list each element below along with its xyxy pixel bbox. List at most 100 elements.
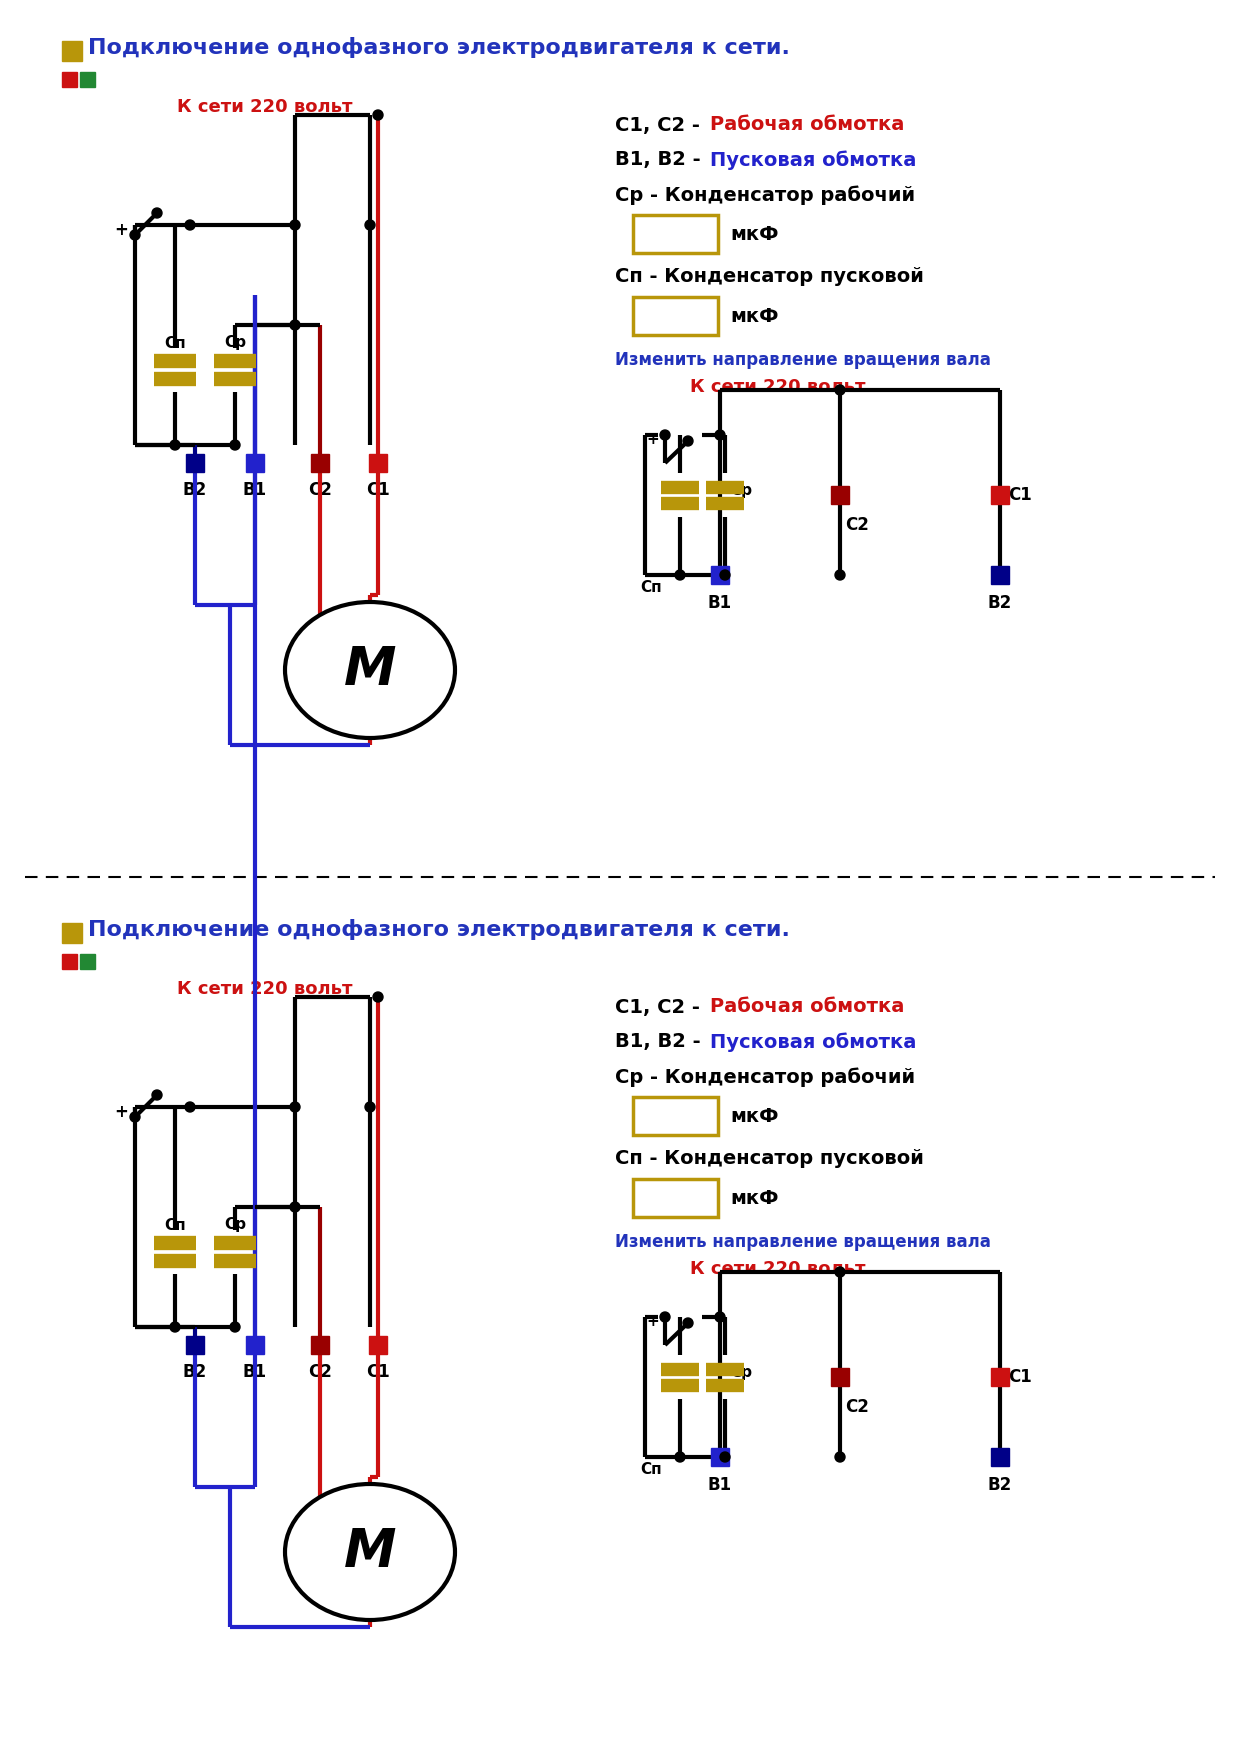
Circle shape — [153, 209, 162, 217]
Text: Сп: Сп — [640, 579, 662, 595]
Bar — [62, 923, 82, 944]
Text: Сп - Конденсатор пусковой: Сп - Конденсатор пусковой — [615, 268, 924, 286]
Text: К сети 220 вольт: К сети 220 вольт — [689, 1259, 866, 1279]
Text: B1: B1 — [243, 481, 267, 498]
Bar — [632, 216, 718, 253]
Ellipse shape — [285, 1484, 455, 1621]
Text: B2: B2 — [182, 481, 207, 498]
Text: К сети 220 вольт: К сети 220 вольт — [689, 379, 866, 396]
Bar — [711, 567, 729, 584]
Bar — [62, 954, 77, 968]
Bar — [632, 1179, 718, 1217]
Text: C1: C1 — [1008, 486, 1032, 503]
Circle shape — [835, 570, 844, 581]
Bar — [831, 486, 849, 503]
Text: К сети 220 вольт: К сети 220 вольт — [177, 98, 352, 116]
Circle shape — [185, 1102, 195, 1112]
Bar — [246, 454, 264, 472]
Text: В1, В2 -: В1, В2 - — [615, 151, 707, 170]
Circle shape — [153, 1089, 162, 1100]
Text: В1, В2 -: В1, В2 - — [615, 1033, 707, 1051]
Circle shape — [683, 1317, 693, 1328]
Circle shape — [170, 1323, 180, 1331]
Bar — [711, 1449, 729, 1466]
Text: +: + — [114, 1103, 128, 1121]
Text: Ср: Ср — [224, 1217, 246, 1233]
Circle shape — [835, 1266, 844, 1277]
Circle shape — [290, 319, 300, 330]
Circle shape — [683, 437, 693, 446]
Text: B2: B2 — [988, 1477, 1012, 1494]
Bar — [246, 1337, 264, 1354]
Circle shape — [660, 1312, 670, 1323]
Circle shape — [365, 219, 374, 230]
Text: C1: C1 — [1008, 1368, 1032, 1386]
Bar — [186, 1337, 205, 1354]
Bar — [81, 954, 95, 968]
Circle shape — [185, 219, 195, 230]
Text: Сп: Сп — [164, 1217, 186, 1233]
Bar — [81, 72, 95, 88]
Text: Подключение однофазного электродвигателя к сети.: Подключение однофазного электродвигателя… — [88, 919, 790, 940]
Circle shape — [720, 1452, 730, 1463]
Text: Пусковая обмотка: Пусковая обмотка — [711, 1031, 916, 1052]
Text: Изменить направление вращения вала: Изменить направление вращения вала — [615, 351, 991, 368]
Text: Рабочая обмотка: Рабочая обмотка — [711, 998, 904, 1017]
Circle shape — [835, 1452, 844, 1463]
Text: +: + — [646, 1314, 660, 1330]
Text: М: М — [343, 644, 397, 696]
Bar — [632, 1096, 718, 1135]
Text: C2: C2 — [844, 1398, 869, 1415]
Circle shape — [365, 1102, 374, 1112]
Text: мкФ: мкФ — [730, 225, 779, 244]
Text: мкФ: мкФ — [730, 307, 779, 326]
Bar — [991, 1368, 1009, 1386]
Bar — [62, 40, 82, 61]
Text: C1, C2 -: C1, C2 - — [615, 116, 707, 135]
Circle shape — [373, 993, 383, 1002]
Text: Ср - Конденсатор рабочий: Ср - Конденсатор рабочий — [615, 186, 915, 205]
Text: +: + — [114, 221, 128, 239]
Circle shape — [130, 1112, 140, 1123]
Text: B1: B1 — [243, 1363, 267, 1380]
Text: B1: B1 — [708, 1477, 732, 1494]
Text: B2: B2 — [182, 1363, 207, 1380]
Circle shape — [715, 430, 725, 440]
Circle shape — [170, 440, 180, 451]
Circle shape — [290, 1102, 300, 1112]
Text: B2: B2 — [988, 595, 1012, 612]
Bar — [311, 454, 329, 472]
Text: C1, C2 -: C1, C2 - — [615, 998, 707, 1017]
Text: Подключение однофазного электродвигателя к сети.: Подключение однофазного электродвигателя… — [88, 37, 790, 58]
Text: Сп - Конденсатор пусковой: Сп - Конденсатор пусковой — [615, 1149, 924, 1168]
Bar — [186, 454, 205, 472]
Circle shape — [675, 1452, 684, 1463]
Text: C2: C2 — [308, 481, 332, 498]
Circle shape — [290, 219, 300, 230]
Bar — [991, 567, 1009, 584]
Text: Ср: Ср — [224, 335, 246, 351]
Bar — [632, 296, 718, 335]
Circle shape — [720, 570, 730, 581]
Bar — [62, 72, 77, 88]
Bar — [991, 486, 1009, 503]
Circle shape — [290, 1201, 300, 1212]
Circle shape — [835, 384, 844, 395]
Text: Ср: Ср — [730, 482, 751, 498]
Text: Сп: Сп — [164, 335, 186, 351]
Circle shape — [373, 111, 383, 119]
Text: Ср - Конденсатор рабочий: Ср - Конденсатор рабочий — [615, 1066, 915, 1087]
Circle shape — [229, 1323, 241, 1331]
Text: М: М — [343, 1526, 397, 1579]
Text: C2: C2 — [844, 516, 869, 533]
Text: Ср: Ср — [730, 1365, 751, 1379]
Text: C1: C1 — [366, 1363, 389, 1380]
Text: C1: C1 — [366, 481, 389, 498]
Circle shape — [130, 230, 140, 240]
Circle shape — [229, 440, 241, 451]
Text: C2: C2 — [308, 1363, 332, 1380]
Bar — [991, 1449, 1009, 1466]
Circle shape — [675, 570, 684, 581]
Text: К сети 220 вольт: К сети 220 вольт — [177, 980, 352, 998]
Text: мкФ: мкФ — [730, 1107, 779, 1126]
